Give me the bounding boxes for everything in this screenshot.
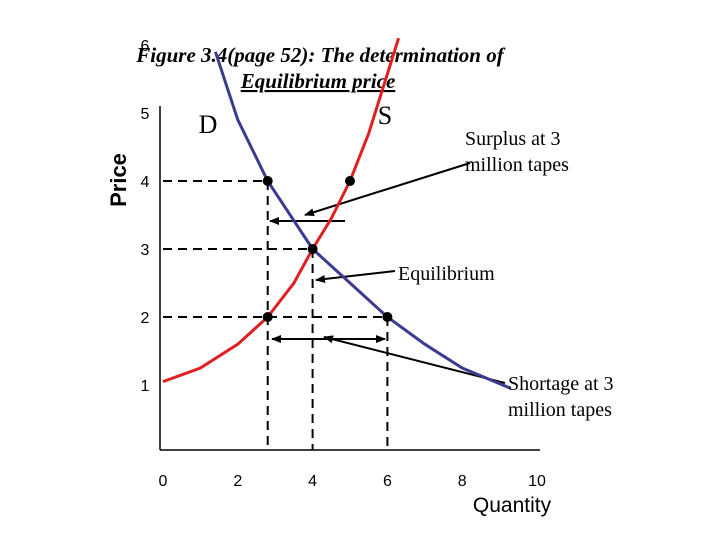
- y-axis-label: Price: [106, 153, 131, 207]
- arrow: [304, 162, 471, 217]
- point: [262, 176, 273, 186]
- x-tick-label: 0: [159, 473, 168, 490]
- y-tick-label: 1: [141, 378, 150, 395]
- x-tick-label: 2: [233, 473, 242, 490]
- chart-title: Figure 3.4(page 52): The determination o…: [135, 43, 505, 67]
- y-tick-label: 4: [141, 174, 150, 191]
- point: [345, 176, 355, 186]
- x-axis-label: Quantity: [473, 494, 552, 517]
- arrow: [315, 270, 396, 283]
- y-tick-label: 5: [141, 106, 150, 123]
- x-tick-label: 10: [528, 473, 546, 490]
- point: [382, 312, 393, 322]
- chart-title: Equilibrium price: [240, 69, 396, 93]
- point: [307, 244, 318, 254]
- x-tick-label: 6: [383, 473, 392, 490]
- annotation: million tapes: [508, 399, 612, 421]
- annotation: Surplus at 3: [465, 128, 561, 150]
- point: [262, 312, 273, 322]
- curve: [162, 37, 401, 384]
- x-tick-label: 4: [308, 473, 317, 490]
- y-tick-label: 6: [141, 38, 150, 55]
- legend-label: D: [199, 110, 218, 139]
- y-tick-label: 2: [141, 310, 150, 327]
- y-tick-label: 3: [141, 242, 150, 259]
- arrow: [323, 335, 506, 384]
- legend-label: S: [378, 101, 392, 130]
- annotation: Equilibrium: [398, 263, 495, 285]
- curve: [213, 51, 512, 390]
- annotation: Shortage at 3: [508, 373, 614, 395]
- annotation: million tapes: [465, 154, 569, 176]
- x-tick-label: 8: [458, 473, 467, 490]
